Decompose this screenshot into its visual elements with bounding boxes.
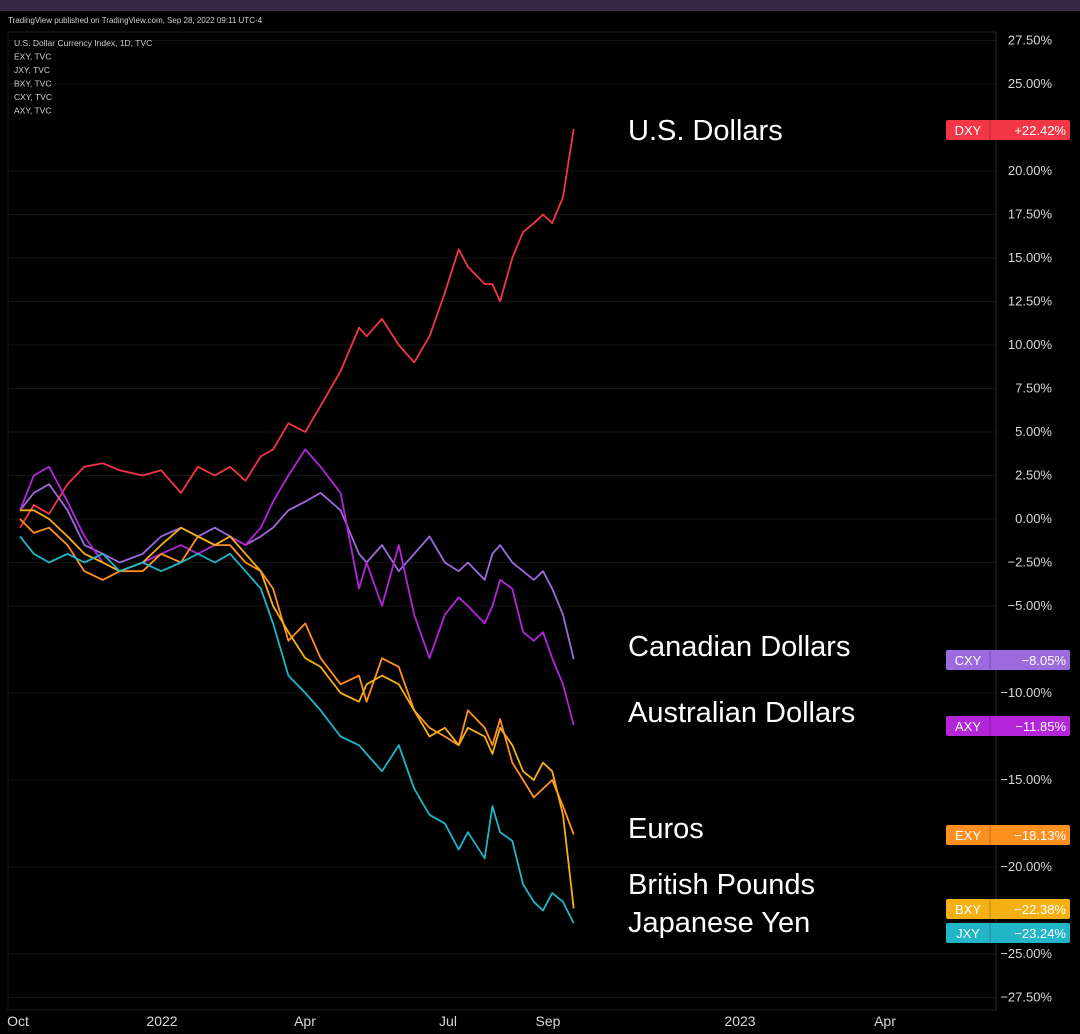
y-tick-label: −10.00% [1000,685,1052,700]
x-tick-label: Apr [294,1013,316,1029]
series-label: Canadian Dollars [628,631,850,663]
legend: U.S. Dollar Currency Index, 1D, TVC EXY, … [14,38,152,116]
badge-value: +22.42% [1014,123,1066,138]
badge-ticker: EXY [955,828,981,843]
badge-bg [946,923,1070,943]
series-labels: U.S. Dollars Canadian Dollars Australian D… [628,115,855,939]
y-tick-label: −5.00% [1008,598,1053,613]
y-tick-label: −15.00% [1000,772,1052,787]
badge-ticker: CXY [955,653,982,668]
badge-ticker: AXY [955,719,981,734]
published-caption: TradingView published on TradingView.com… [8,16,263,25]
y-tick-label: 20.00% [1008,163,1053,178]
badge-value: −23.24% [1014,926,1066,941]
y-tick-label: −25.00% [1000,946,1052,961]
y-tick-label: 10.00% [1008,337,1053,352]
x-tick-label: Sep [536,1013,561,1029]
badge-bg [946,825,1070,845]
legend-line: AXY, TVC [14,106,51,116]
y-tick-label: 27.50% [1008,33,1053,48]
y-tick-label: 12.50% [1008,294,1053,309]
badge-bg [946,120,1070,140]
x-tick-label: 2023 [724,1013,755,1029]
badge-value: −8.05% [1022,653,1067,668]
top-bar [0,0,1080,11]
y-tick-label: −2.50% [1008,555,1053,570]
badge-ticker: DXY [955,123,982,138]
y-tick-label: 25.00% [1008,76,1053,91]
badge-ticker: BXY [955,902,981,917]
series-label: Japanese Yen [628,907,810,939]
series-line-cxy [19,483,575,660]
series-lines [19,128,575,924]
series-label: U.S. Dollars [628,115,783,147]
x-tick-label: Oct [7,1013,29,1029]
legend-line: CXY, TVC [14,92,52,102]
x-tick-label: Jul [439,1013,457,1029]
series-line-exy [19,518,575,835]
series-label: Australian Dollars [628,697,855,729]
series-label: Euros [628,813,704,845]
x-tick-label: Apr [874,1013,896,1029]
x-axis: Oct 2022 Apr Jul Sep 2023 Apr [7,1013,896,1029]
legend-line: BXY, TVC [14,79,51,89]
x-tick-label: 2022 [146,1013,177,1029]
legend-line: U.S. Dollar Currency Index, 1D, TVC [14,38,152,48]
badge-value: −11.85% [1015,719,1066,734]
badge-bg [946,899,1070,919]
series-line-bxy [20,509,575,909]
grid [7,31,997,1011]
y-tick-label: 15.00% [1008,250,1053,265]
legend-line: JXY, TVC [14,65,50,75]
y-tick-label: −27.50% [1000,990,1052,1005]
badge-bg [946,650,1070,670]
y-tick-label: 7.50% [1015,381,1052,396]
y-tick-label: 0.00% [1015,511,1052,526]
badge-ticker: JXY [956,926,980,941]
y-tick-label: 2.50% [1015,468,1052,483]
legend-line: EXY, TVC [14,52,51,62]
y-axis: 27.50% 25.00% 20.00% 17.50% 15.00% 12.50% 10.0… [995,32,1053,1010]
y-tick-label: 17.50% [1008,207,1053,222]
price-badges: DXY +22.42% CXY −8.05% AXY −11.85% EXY −18.13% B… [946,120,1070,943]
series-line-dxy [19,128,575,529]
series-line-jxy [19,535,575,924]
series-label: British Pounds [628,869,815,901]
badge-bg [946,716,1070,736]
plot-frame [7,31,997,1011]
badge-value: −22.38% [1014,902,1066,917]
y-tick-label: 5.00% [1015,424,1052,439]
y-tick-label: −20.00% [1000,859,1052,874]
badge-value: −18.13% [1014,828,1066,843]
